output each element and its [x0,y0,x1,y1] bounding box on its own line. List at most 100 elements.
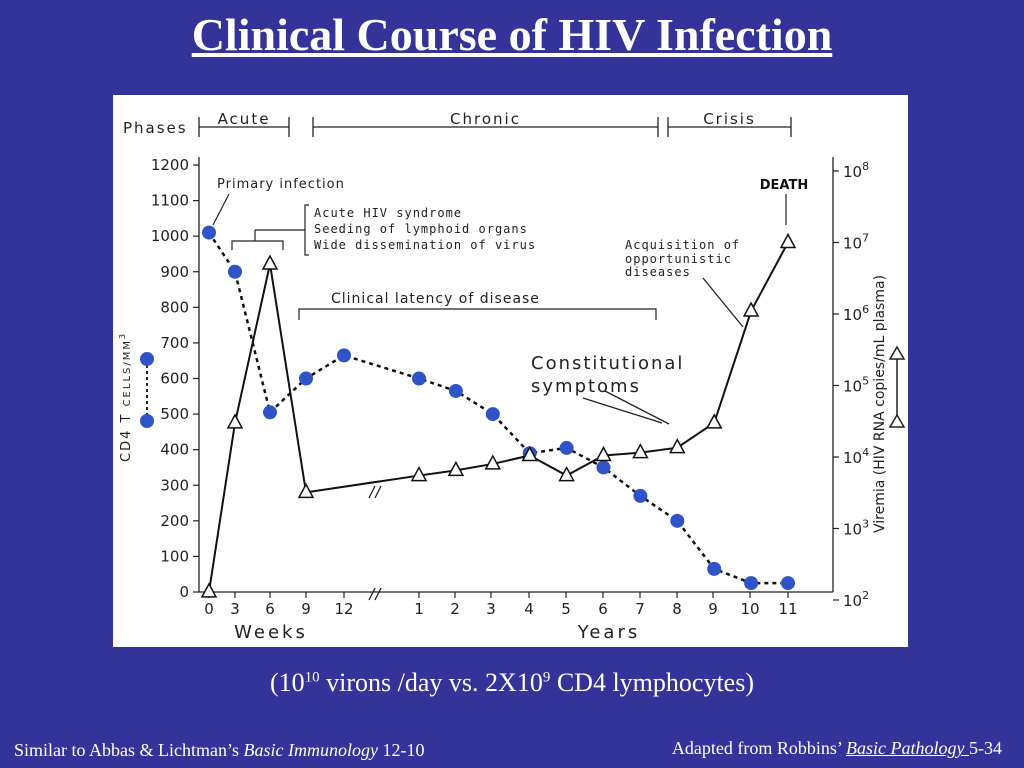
legend-cd4-marker [140,414,154,428]
x-tick-label: 11 [778,600,797,618]
footer-citation-right: Adapted from Robbins’ Basic Pathology 5-… [672,738,1002,759]
cd4-data-point [412,371,426,386]
slide-subtitle: (1010 virons /day vs. 2X109 CD4 lymphocy… [0,668,1024,698]
y-left-tick-label: 600 [160,370,189,388]
y-right-tick-base: 10 [843,235,862,253]
y-axis-label-left-sup: 3 [118,332,127,339]
cd4-data-point [485,407,500,422]
y-right-tick-base: 10 [843,378,862,396]
axis-break-mark [368,587,376,601]
x-axis-label-weeks: Weeks [234,622,308,643]
y-right-tick-exp: 6 [862,303,869,316]
viremia-data-point [632,443,649,459]
x-tick-label: 0 [204,600,214,618]
axis-break-mark [368,485,376,499]
legend-cd4-marker [140,352,154,366]
x-tick-label: 5 [561,600,571,618]
y-right-tick-base: 10 [843,521,862,539]
phase-label: Acute [218,110,271,128]
viremia-data-point [226,413,244,429]
viremia-data-point [558,465,575,482]
phases-label: Phases [123,119,188,137]
x-tick-label: 4 [524,600,534,618]
y-right-tick-exp: 5 [862,375,869,388]
cd4-data-point [633,488,648,503]
annotation-acquisition: Acquisition of [625,238,740,252]
cd4-data-point [299,371,313,386]
x-tick-label: 8 [672,600,682,618]
y-right-tick-base: 10 [843,306,862,324]
y-axis-label-right: Viremia (HIV RNA copies/mL plasma) [872,275,888,533]
x-tick-label: 3 [230,600,240,618]
annotation-leader-line [702,277,744,328]
y-right-tick-label: 107 [843,232,869,253]
footer-text: Similar to Abbas & Lichtman’s [14,740,244,760]
y-right-tick-exp: 4 [862,446,869,459]
viremia-data-point [484,454,502,470]
viremia-data-point [595,445,612,462]
footer-book-title: Basic Pathology [846,738,969,758]
annotation-clinical-latency: Clinical latency of disease [331,291,540,307]
cd4-data-point [596,460,611,475]
y-right-tick-exp: 2 [862,589,869,602]
x-tick-label: 9 [708,600,718,618]
y-left-tick-label: 200 [160,512,189,530]
annotation-bracket [298,308,657,320]
chart-figure: Phases Acute Chronic Crisis 0 100 200 300 400 500… [113,95,908,647]
y-right-tick-label: 104 [843,446,869,467]
subtitle-part: virons /day vs. 2X10 [319,668,543,697]
subtitle-part: (10 [270,668,305,697]
legend-viremia-marker [888,413,906,428]
axis-break-mark [374,587,382,601]
viremia-data-point [447,460,465,477]
viremia-data-point [410,465,428,482]
annotation-dissemination: Wide dissemination of virus [314,238,536,252]
y-left-tick-label: 500 [160,405,189,423]
x-axis-label-years: Years [577,622,641,643]
y-axis-label-left-unit: CELLS/MM [122,339,133,406]
annotation-constitutional: Constitutional [531,353,684,374]
footer-text: 12-10 [377,740,425,760]
x-tick-label: 6 [598,600,608,618]
subtitle-exponent: 9 [542,669,551,686]
y-left-tick-label: 1000 [151,227,189,245]
footer-text: Adapted from Robbins’ [671,738,847,758]
y-left-tick-label: 700 [160,334,189,352]
y-left-tick-label: 0 [179,583,189,601]
y-left-tick-label: 1200 [151,156,189,174]
y-right-tick-exp: 3 [862,518,869,531]
subtitle-exponent: 10 [304,669,320,686]
y-right-tick-base: 10 [843,592,862,610]
x-tick-label: 12 [334,600,353,618]
y-axis-label-left: CD4 T CELLS/MM3 [118,332,134,462]
viremia-data-point [742,301,760,317]
annotation-bracket [304,204,309,256]
footer-text: 5-34 [969,738,1002,758]
y-left-tick-label: 400 [160,441,189,459]
annotation-death: DEATH [760,178,808,193]
cd4-data-point [202,225,216,240]
annotation-leader-line [212,193,230,226]
annotation-symptoms: symptoms [531,376,641,397]
annotation-primary-infection: Primary infection [217,177,345,192]
y-axis-label-left-text: CD4 T [119,406,134,462]
annotation-leader-line [582,397,663,424]
phase-label: Chronic [450,110,521,128]
subtitle-part: CD4 lymphocytes) [550,668,754,697]
y-right-tick-label: 103 [843,518,869,539]
y-right-tick-label: 105 [843,375,869,396]
annotation-acute-syndrome: Acute HIV syndrome [314,206,462,220]
y-right-tick-exp: 7 [862,232,869,245]
legend-viremia-marker [888,345,906,360]
x-tick-label: 9 [301,600,311,618]
y-right-tick-base: 10 [843,449,862,467]
cd4-data-point [670,513,685,528]
x-tick-label: 6 [265,600,275,618]
axis-break-mark [374,485,382,499]
y-right-tick-base: 10 [843,163,862,181]
annotation-seeding: Seeding of lymphoid organs [314,222,528,236]
y-left-tick-label: 100 [160,547,189,565]
cd4-series-line [207,231,788,585]
viremia-data-point [705,413,723,429]
annotation-opportunistic: opportunistic [625,252,732,266]
